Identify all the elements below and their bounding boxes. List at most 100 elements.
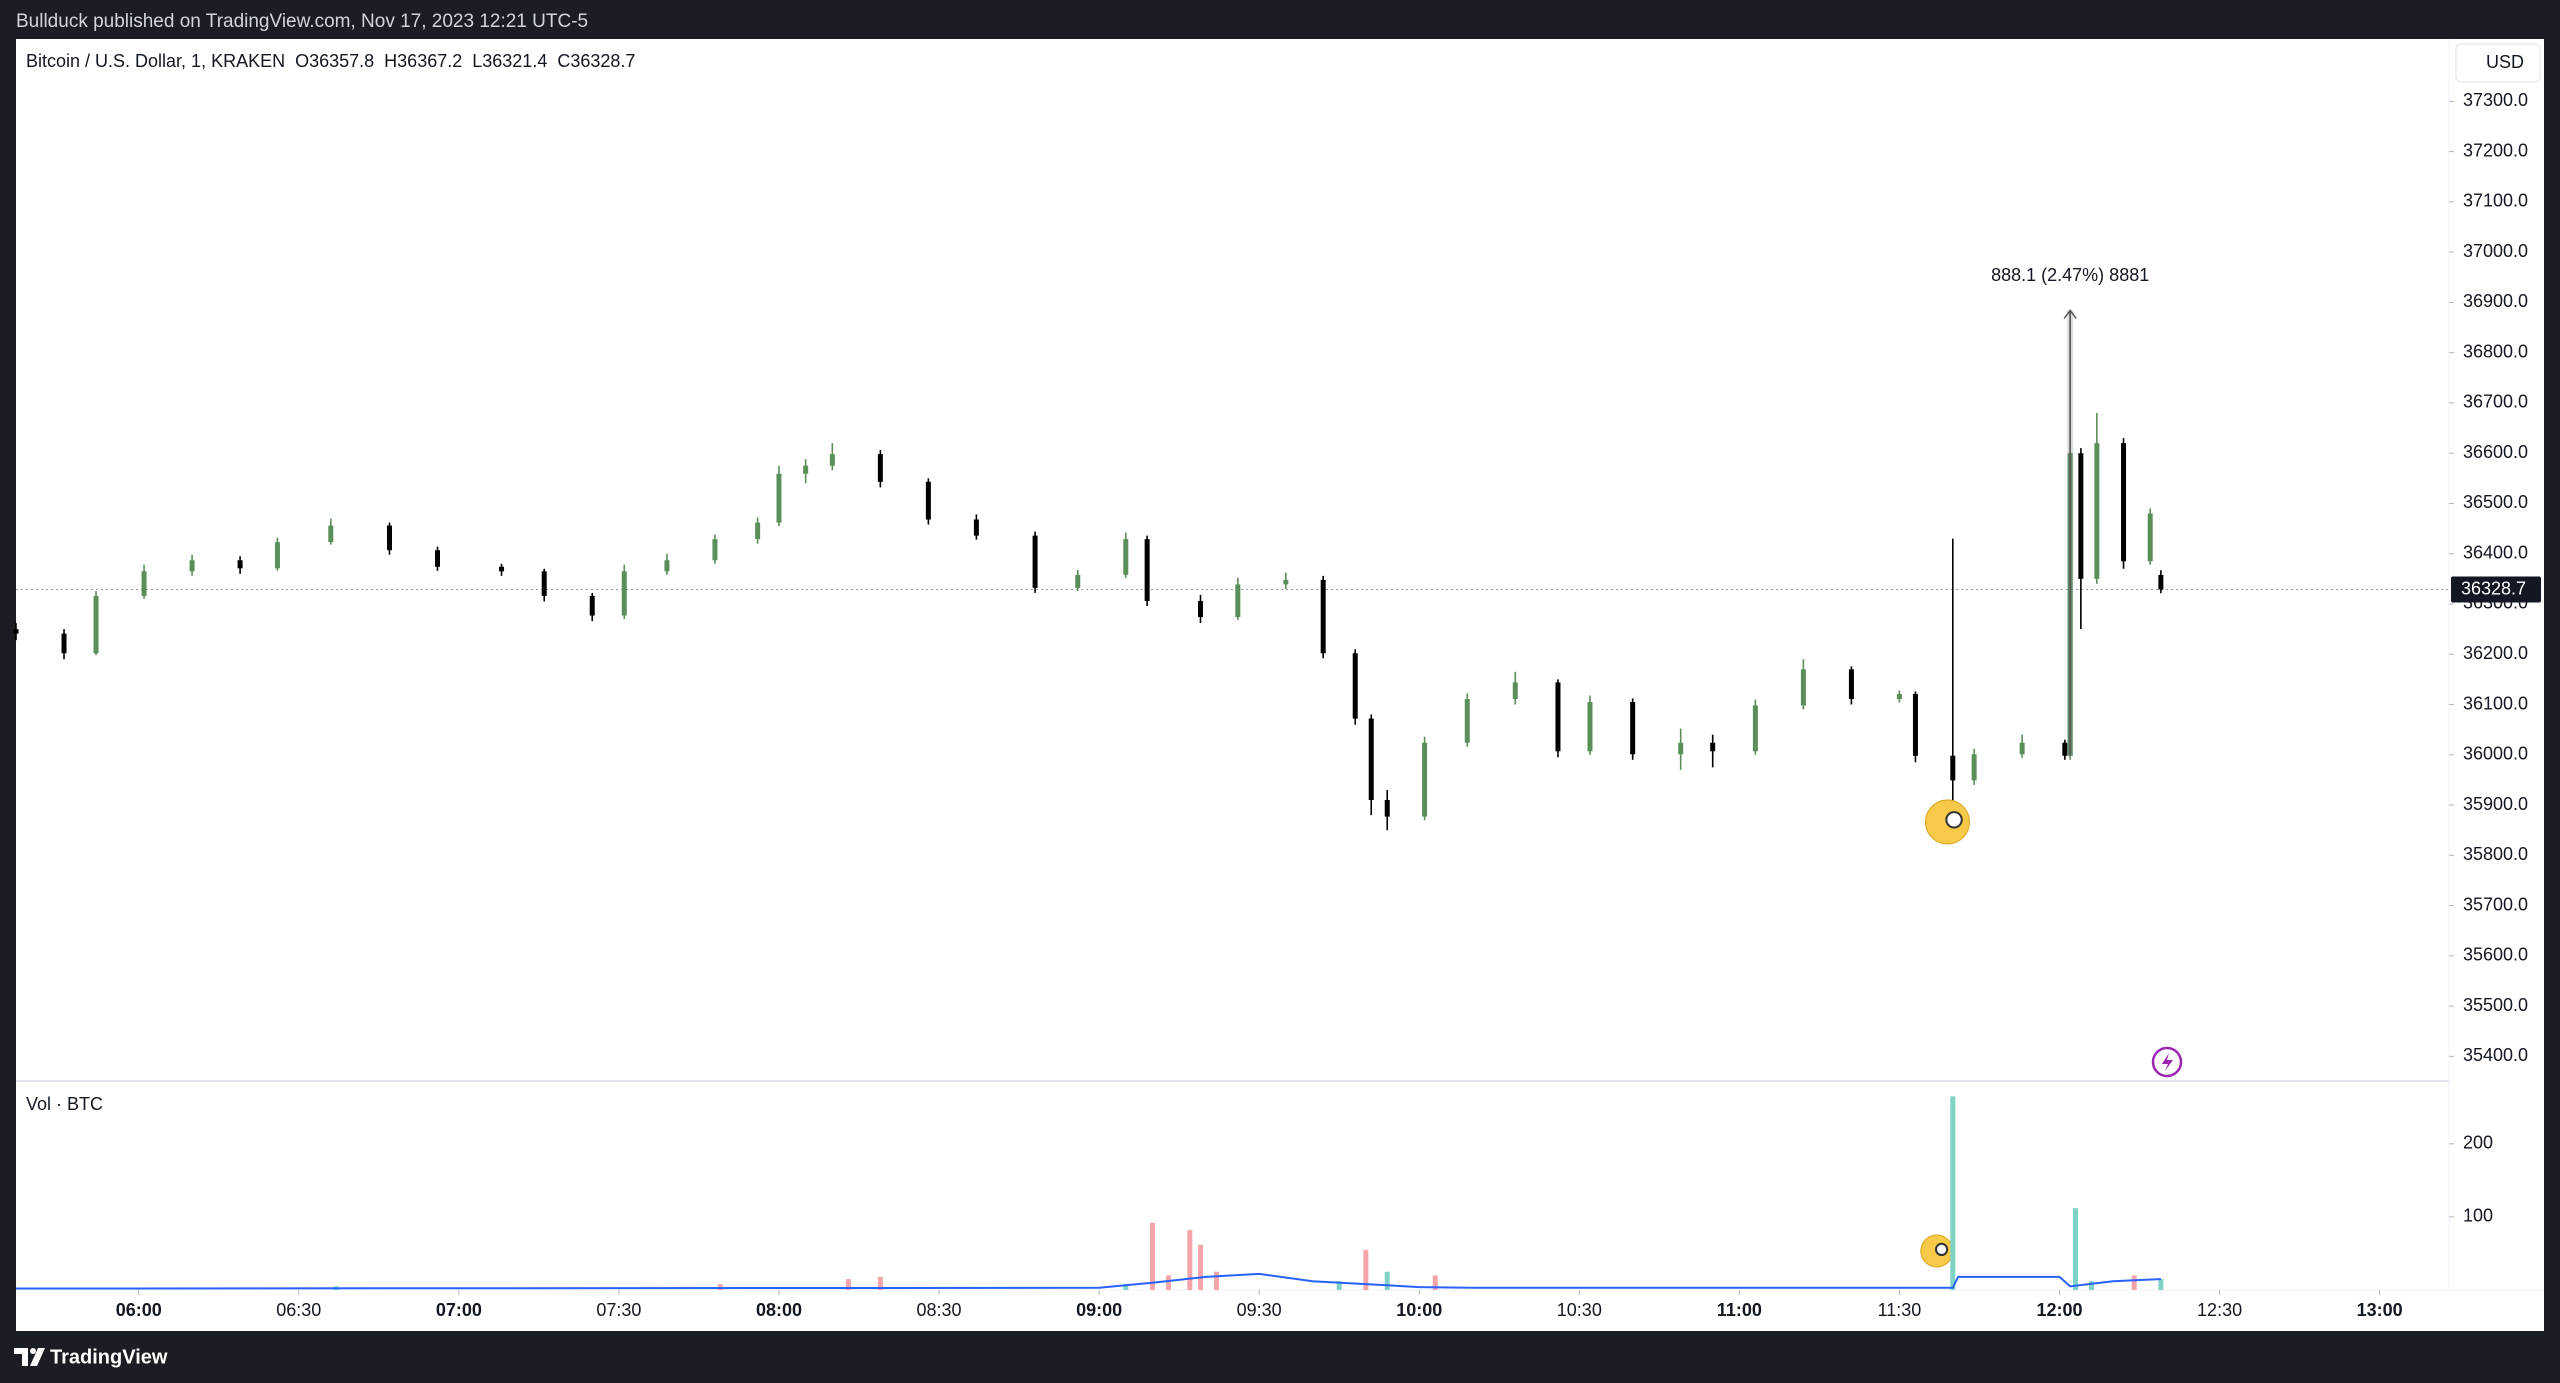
volume-bar [1187, 1230, 1193, 1290]
candle-body [1555, 682, 1561, 752]
y-tick-label: 37000.0 [2463, 241, 2528, 261]
candle-body [829, 454, 835, 466]
footer-logo [14, 1348, 45, 1366]
candle-body [2158, 574, 2164, 590]
y-tick-label: 37300.0 [2463, 90, 2528, 110]
volume-bar [1363, 1249, 1369, 1290]
candle-body [1384, 800, 1390, 817]
candle-body [1630, 701, 1636, 755]
candle-body [712, 539, 718, 561]
candle-body [386, 525, 392, 551]
candle-body [1422, 742, 1428, 817]
y-tick-label: 36700.0 [2463, 392, 2528, 412]
volume-tick-label: 100 [2463, 1206, 2493, 1226]
candle-body [1283, 579, 1289, 585]
volume-tick-label: 200 [2463, 1133, 2493, 1153]
legend: Bitcoin / U.S. Dollar, 1, KRAKEN O36357.8… [26, 51, 635, 71]
candle-body [1320, 579, 1326, 654]
candle-body [589, 595, 595, 616]
candle-body [1512, 682, 1518, 699]
y-tick-label: 37100.0 [2463, 191, 2528, 211]
volume-bar [1336, 1281, 1342, 1290]
logo-mark [14, 1348, 45, 1366]
volume-bar [1165, 1275, 1171, 1290]
candle-body [1587, 701, 1593, 752]
x-tick-label: 07:00 [436, 1300, 482, 1320]
candle-body [2094, 443, 2100, 579]
candle-body [877, 454, 883, 482]
chart-panel [16, 39, 2544, 1331]
candle-body [93, 595, 99, 654]
candle-body [1950, 755, 1956, 781]
candle-body [803, 465, 809, 474]
volume-bar [2158, 1279, 2164, 1290]
candle-body [1912, 693, 1918, 756]
volume-bar [2131, 1275, 2137, 1290]
candle-body [1368, 718, 1374, 801]
candle-body [1848, 669, 1854, 699]
candle-body [1197, 600, 1203, 618]
y-tick-label: 36600.0 [2463, 442, 2528, 462]
candle-body [1144, 539, 1150, 601]
legend-close: C36328.7 [557, 51, 635, 71]
x-tick-label: 11:00 [1717, 1300, 1762, 1320]
measure-arrowhead [2063, 309, 2077, 319]
currency[interactable]: USD [2486, 52, 2524, 72]
candle-body [435, 550, 441, 567]
candle-body [1710, 742, 1716, 752]
candle-body [1032, 535, 1038, 588]
x-tick-label: 11:30 [1878, 1300, 1922, 1320]
y-tick-label: 36400.0 [2463, 542, 2528, 562]
candle-body [61, 633, 67, 654]
y-tick-label: 36500.0 [2463, 492, 2528, 512]
x-tick-label: 13:00 [2357, 1300, 2403, 1320]
volume-bar [1149, 1222, 1155, 1290]
candle-body [1752, 705, 1758, 752]
candle-body [541, 571, 547, 596]
candle-body [776, 473, 782, 523]
x-tick-label: 09:00 [1076, 1300, 1122, 1320]
y-tick-label: 36900.0 [2463, 291, 2528, 311]
volume-bar [2089, 1281, 2095, 1290]
volume-bar [1197, 1244, 1203, 1290]
volume-bar [1213, 1271, 1219, 1290]
candle-body [1075, 574, 1081, 588]
candle-body [2062, 742, 2068, 756]
x-tick-label: 10:30 [1557, 1300, 1602, 1320]
candle-body [1896, 693, 1902, 699]
x-tick-label: 12:00 [2036, 1300, 2082, 1320]
candle-body [189, 560, 195, 572]
y-tick-label: 37200.0 [2463, 140, 2528, 160]
candle-body [2121, 443, 2127, 562]
candle-body [13, 629, 19, 634]
candle-body [1971, 754, 1977, 781]
candle-body [664, 560, 670, 572]
logo-dot [30, 1348, 36, 1354]
x-tick-label: 06:30 [276, 1300, 321, 1320]
y-tick-label: 35800.0 [2463, 844, 2528, 864]
candle-body [141, 571, 147, 596]
volume-bar [1384, 1271, 1390, 1290]
volume-bar [2073, 1208, 2079, 1290]
candle-body [2147, 513, 2153, 562]
candle-body [499, 566, 505, 572]
candle-body [2078, 453, 2084, 579]
volume-bar [845, 1279, 851, 1290]
candle-body [1235, 584, 1241, 618]
y-tick-label: 35900.0 [2463, 794, 2528, 814]
candle-body [2019, 742, 2025, 755]
x-tick-label: 10:00 [1396, 1300, 1442, 1320]
alert-icon[interactable] [2151, 1046, 2183, 1078]
x-tick-label: 07:30 [596, 1300, 641, 1320]
y-tick-label: 35400.0 [2463, 1045, 2528, 1065]
x-tick-label: 08:30 [917, 1300, 962, 1320]
legend-open: O36357.8 [295, 51, 374, 71]
currency-button[interactable] [2455, 43, 2541, 83]
candle-body [621, 571, 627, 616]
x-tick-label: 06:00 [116, 1300, 162, 1320]
candle-body [973, 519, 979, 536]
candle-body [1800, 669, 1806, 706]
candle-body [328, 525, 334, 543]
legend-high: H36367.2 [384, 51, 462, 71]
emoji-monocle [1945, 811, 1963, 829]
